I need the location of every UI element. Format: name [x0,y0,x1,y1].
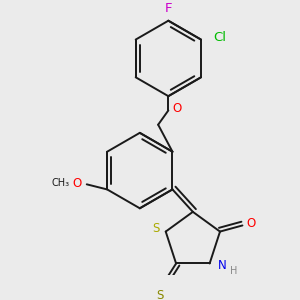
Text: N: N [218,259,226,272]
Text: Cl: Cl [213,31,226,44]
Text: S: S [152,222,159,235]
Text: CH₃: CH₃ [51,178,69,188]
Text: H: H [230,266,238,276]
Text: O: O [246,217,255,230]
Text: O: O [72,177,81,190]
Text: O: O [172,102,181,115]
Text: S: S [156,289,164,300]
Text: F: F [165,2,172,15]
